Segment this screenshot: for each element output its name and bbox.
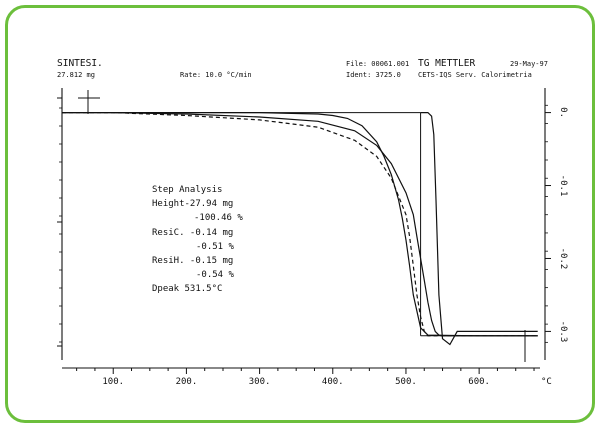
step-height: Height-27.94 mg — [152, 199, 233, 209]
x-tick-label: 100. — [102, 377, 124, 387]
x-tick-label: 400. — [322, 377, 344, 387]
right-tick-label: -0.3 — [558, 321, 568, 343]
curve-3 — [62, 111, 538, 337]
x-tick-label: 600. — [468, 377, 490, 387]
curves — [62, 111, 538, 346]
right-tick-label: 0. — [558, 107, 568, 118]
step-dpeak: Dpeak 531.5°C — [152, 284, 222, 294]
curve-4 — [420, 111, 538, 346]
x-tick-label: 200. — [176, 377, 198, 387]
lab-label: CETS-IQS Serv. Calorimetria — [418, 71, 532, 79]
step-analysis: Step Analysis Height-27.94 mg -100.46 % … — [152, 185, 243, 294]
step-resih-percent: -0.54 % — [196, 270, 235, 280]
curve-2 — [62, 111, 538, 337]
date-label: 29-May-97 — [510, 60, 548, 68]
x-tick-label: 500. — [395, 377, 417, 387]
figure-frame — [5, 5, 595, 423]
step-title: Step Analysis — [152, 185, 222, 195]
file-label: File: 00061.001 — [346, 60, 409, 68]
ident-label: Ident: 3725.0 — [346, 71, 401, 79]
step-resic-percent: -0.51 % — [196, 242, 235, 252]
step-resih: ResiH. -0.15 mg — [152, 256, 233, 266]
axes: 100. 200. 300. 400. 500. 600. °C 0. -0.1 -0.2 -0.3 — [57, 88, 568, 387]
step-resic: ResiC. -0.14 mg — [152, 228, 233, 238]
right-tick-label: -0.1 — [558, 175, 568, 197]
curve-1 — [62, 111, 538, 337]
rate-label: Rate: 10.0 °C/min — [180, 71, 252, 79]
x-axis-label: °C — [541, 377, 552, 387]
sample-mass: 27.812 mg — [57, 71, 95, 79]
sample-name: SINTESI. — [57, 58, 103, 69]
instrument-label: TG METTLER — [418, 58, 475, 69]
x-tick-label: 300. — [249, 377, 271, 387]
right-tick-label: -0.2 — [558, 248, 568, 270]
step-height-percent: -100.46 % — [194, 213, 243, 223]
